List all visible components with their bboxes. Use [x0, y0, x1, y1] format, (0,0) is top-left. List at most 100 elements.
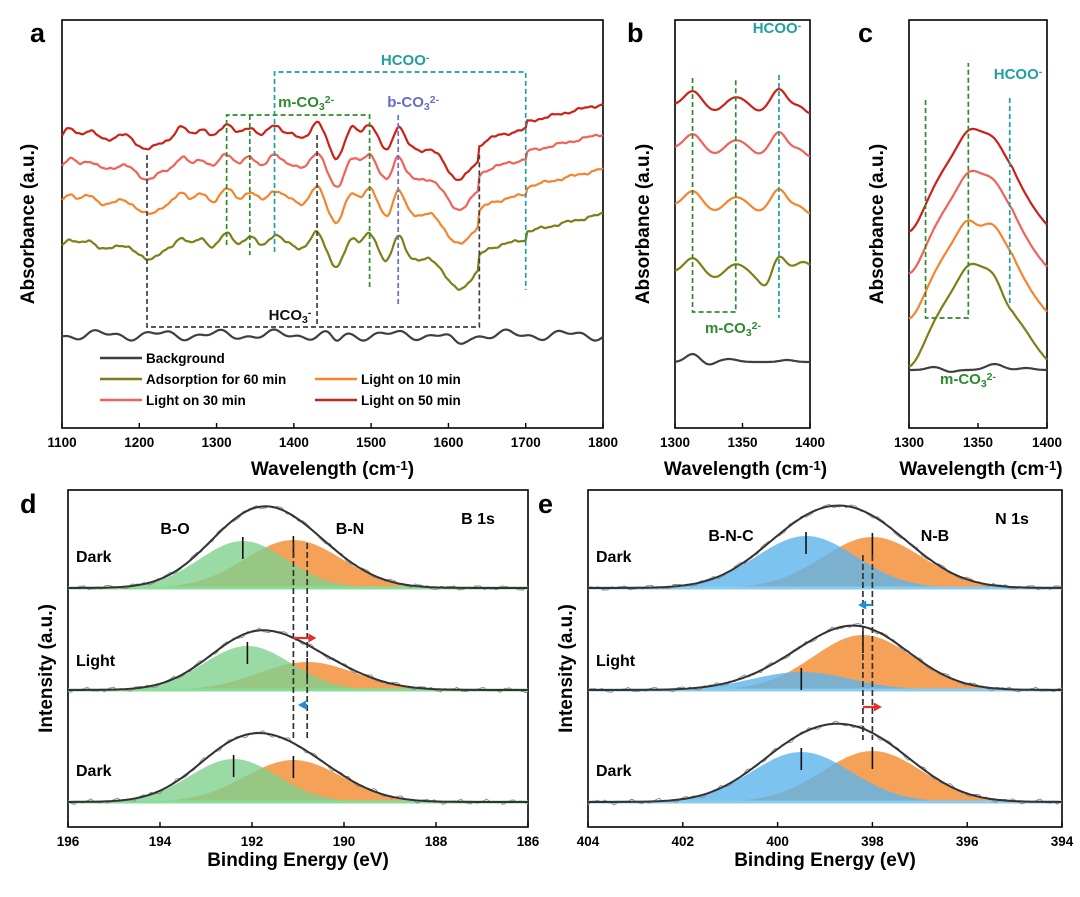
panel-a-xtick-label: 1400	[279, 435, 309, 450]
panel-e-fit-envelope	[588, 722, 1062, 803]
panel-a-series-adsorption-60	[61, 211, 604, 291]
panel-e-shift-arrow-head	[873, 702, 882, 712]
panel-a-legend-label: Light on 30 min	[146, 393, 246, 408]
panel-d-peak-bn-fill	[68, 760, 528, 802]
panel-d-xtick-label: 196	[57, 834, 80, 849]
panel-a-frame	[61, 19, 604, 429]
panel-e-condition-label: Dark	[596, 763, 632, 780]
panel-c-series-light-50	[908, 127, 1048, 233]
panel-e-frame	[587, 489, 1063, 828]
panel-a-hco3-bracket	[146, 155, 481, 328]
panel-c-series-background	[909, 362, 1047, 373]
panel-e-peak-bnc-fill	[588, 536, 1062, 588]
panel-d-xtick-label: 192	[241, 834, 264, 849]
panel-a-legend-label: Light on 10 min	[361, 372, 461, 387]
panel-b-mco3-label: m-CO32-	[705, 320, 762, 339]
panel-b-series-light-30	[674, 130, 811, 158]
panel-a-xtick-label: 1800	[588, 435, 618, 450]
panel-a-mco3-label: m-CO32-	[278, 94, 335, 113]
panel-a-x-axis-title: Wavelength (cm-1)	[251, 458, 414, 480]
panel-d-frame	[67, 489, 529, 828]
panel-b-ftir-zoom-chart: 1300 1350 1400 Wavelength (cm-1) Absorbance …	[633, 19, 827, 480]
panel-d-fit-envelope	[68, 629, 528, 691]
panel-c-xtick-label: 1300	[894, 435, 924, 450]
panel-d-condition-label: Dark	[76, 763, 112, 780]
panel-e-xtick-label: 394	[1051, 834, 1074, 849]
panel-d-peak-label-bo: B-O	[160, 521, 189, 538]
panel-d-shift-arrow-head	[308, 633, 317, 643]
panel-a-series-light-10	[61, 167, 604, 245]
panel-e-xtick-label: 398	[861, 834, 884, 849]
panel-a-series-background	[61, 328, 604, 345]
panel-b-y-axis-title: Absorbance (a.u.)	[633, 144, 654, 304]
panel-d-y-axis-title: Intensity (a.u.)	[36, 604, 57, 733]
panel-c-series-light-10	[908, 219, 1048, 320]
panel-e-peak-nb-fill	[588, 635, 1062, 690]
panel-e-xtick-label: 402	[672, 834, 695, 849]
panel-e-xtick-label: 400	[766, 834, 789, 849]
panel-a-xtick-label: 1700	[511, 435, 541, 450]
panel-a-legend-label: Background	[146, 351, 225, 366]
panel-d-shift-arrow-head	[298, 700, 306, 710]
panel-e-raw-spectrum	[587, 503, 1063, 591]
panel-a-xtick-label: 1500	[356, 435, 386, 450]
panel-b-series-light-10	[674, 187, 811, 215]
panel-d-peak-bn-fill	[68, 540, 528, 588]
panel-d-peak-bo-fill	[68, 646, 528, 690]
panel-d-xtick-label: 194	[149, 834, 172, 849]
panel-b-series-light-50	[674, 87, 811, 115]
panel-e-peak-label-bnc: B-N-C	[708, 528, 754, 545]
panel-a-legend-label: Light on 50 min	[361, 393, 461, 408]
panel-e-n1s-xps-chart: 404 402 400 398 396 394 Binding Energy (eV) Int…	[556, 489, 1074, 871]
panel-d-peak-label-bn: B-N	[336, 521, 364, 538]
panel-letter-b: b	[627, 18, 644, 48]
panel-d-condition-label: Light	[76, 653, 116, 670]
panel-a-series-light-50	[61, 102, 604, 182]
panel-b-xtick-label: 1300	[660, 435, 690, 450]
panel-c-ftir-zoom-chart: 1300 1350 1400 Wavelength (cm-1) Absorbance …	[867, 19, 1063, 480]
panel-b-hcoo-label: HCOO-	[753, 20, 802, 37]
panel-e-fit-envelope	[588, 504, 1062, 589]
panel-d-fit-envelope	[68, 505, 528, 589]
panel-e-condition-label: Light	[596, 653, 636, 670]
panel-a-xtick-label: 1300	[202, 435, 232, 450]
panel-e-peak-bnc-fill	[588, 752, 1062, 802]
panel-c-hcoo-label: HCOO-	[994, 66, 1043, 83]
panel-e-title: N 1s	[995, 511, 1029, 528]
panel-c-y-axis-title: Absorbance (a.u.)	[867, 144, 888, 304]
panel-a-series-light-30	[61, 133, 604, 212]
panel-d-peak-bo-fill	[68, 541, 528, 588]
panel-c-xtick-label: 1350	[963, 435, 993, 450]
panel-d-title: B 1s	[461, 511, 495, 528]
panel-c-mco3-label: m-CO32-	[940, 371, 997, 390]
panel-letter-a: a	[30, 18, 46, 48]
panel-b-series-background	[674, 352, 810, 366]
panel-e-xtick-label: 404	[577, 834, 600, 849]
panel-e-peak-bnc-fill	[588, 672, 1062, 690]
panel-a-xtick-label: 1100	[47, 435, 76, 450]
panel-a-hco3-label: HCO3-	[269, 307, 312, 326]
panel-c-x-axis-title: Wavelength (cm-1)	[899, 458, 1062, 480]
panel-a-mco3-bracket	[225, 114, 371, 290]
panel-a-y-axis-title: Absorbance (a.u.)	[18, 144, 39, 304]
panel-d-x-axis-title: Binding Energy (eV)	[207, 850, 389, 871]
panel-d-condition-label: Dark	[76, 549, 112, 566]
panel-a-hcoo-label: HCOO-	[381, 52, 430, 69]
panel-a-hcoo-bracket	[273, 71, 527, 290]
panel-c-xtick-label: 1400	[1032, 435, 1062, 450]
panel-c-mco3-bracket	[924, 63, 970, 319]
panel-letter-e: e	[538, 489, 553, 519]
panel-e-xtick-label: 396	[956, 834, 979, 849]
panel-e-condition-label: Dark	[596, 549, 632, 566]
panel-d-xtick-label: 190	[333, 834, 356, 849]
panel-e-x-axis-title: Binding Energy (eV)	[734, 850, 916, 871]
panel-e-shift-arrow-head	[858, 600, 867, 610]
panel-e-peak-label-nb: N-B	[921, 528, 949, 545]
panel-a-xtick-label: 1600	[433, 435, 463, 450]
panel-b-xtick-label: 1350	[727, 435, 757, 450]
panel-b-xtick-label: 1400	[795, 435, 825, 450]
panel-a-ftir-chart: 1100 1200 1300 1400 1500 1600 1700 1800 Waveleng…	[18, 19, 618, 480]
panel-d-peak-bo-fill	[68, 759, 528, 802]
panel-b-frame	[674, 19, 811, 429]
